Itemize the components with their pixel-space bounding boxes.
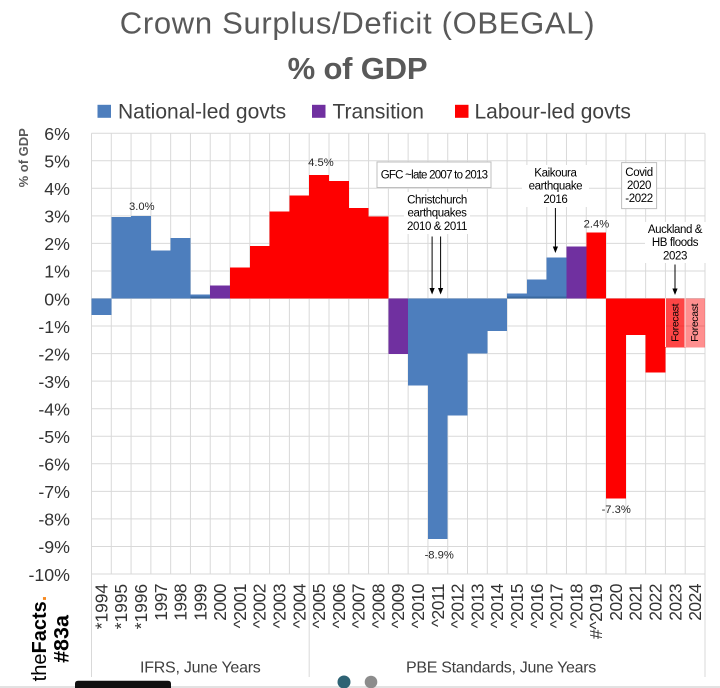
svg-text:#^2019: #^2019 — [586, 584, 606, 639]
svg-text:Forecast: Forecast — [669, 303, 681, 341]
svg-text:2020: 2020 — [606, 583, 626, 621]
svg-text:% of GDP: % of GDP — [288, 51, 428, 86]
svg-text:2021: 2021 — [626, 584, 646, 621]
svg-text:earthquake: earthquake — [529, 180, 583, 192]
svg-text:2022: 2022 — [646, 584, 666, 621]
svg-text:1%: 1% — [44, 262, 70, 282]
svg-text:^2006: ^2006 — [329, 584, 349, 628]
svg-text:Labour-led govts: Labour-led govts — [475, 100, 631, 123]
svg-text:-6%: -6% — [38, 455, 70, 475]
svg-text:-10%: -10% — [28, 565, 70, 585]
svg-text:^2018: ^2018 — [566, 584, 586, 628]
svg-text:1997: 1997 — [151, 584, 171, 621]
svg-text:4.5%: 4.5% — [308, 157, 334, 169]
svg-text:2023: 2023 — [663, 251, 687, 263]
svg-text:-8%: -8% — [38, 510, 70, 530]
svg-text:^2015: ^2015 — [507, 584, 527, 628]
svg-text:theFacts.: theFacts. — [29, 596, 51, 682]
svg-text:GFC ~late 2007 to 2013: GFC ~late 2007 to 2013 — [381, 170, 488, 182]
svg-text:earthquakes: earthquakes — [408, 208, 468, 220]
svg-text:Crown Surplus/Deficit (OBEGAL): Crown Surplus/Deficit (OBEGAL) — [120, 6, 596, 41]
svg-text:^2017: ^2017 — [547, 584, 567, 628]
svg-text:6%: 6% — [44, 124, 70, 144]
svg-text:^2014: ^2014 — [487, 583, 507, 628]
svg-text:^2008: ^2008 — [368, 584, 388, 628]
svg-text:2010 & 2011: 2010 & 2011 — [407, 221, 467, 233]
svg-text:0%: 0% — [44, 289, 70, 309]
svg-text:^2009: ^2009 — [388, 584, 408, 628]
svg-text:-2022: -2022 — [625, 193, 652, 205]
svg-text:5%: 5% — [44, 152, 70, 172]
svg-text:-8.9%: -8.9% — [425, 550, 454, 562]
svg-text:2024: 2024 — [685, 583, 705, 621]
svg-text:Auckland &: Auckland & — [648, 224, 703, 236]
svg-text:^2002: ^2002 — [250, 584, 270, 628]
svg-text:4%: 4% — [44, 179, 70, 199]
svg-text:2%: 2% — [44, 234, 70, 254]
svg-text:2023: 2023 — [665, 584, 685, 621]
svg-text:-7.3%: -7.3% — [602, 504, 631, 516]
svg-text:-5%: -5% — [38, 427, 70, 447]
svg-text:2016: 2016 — [543, 194, 567, 206]
svg-text:^2010: ^2010 — [408, 583, 428, 628]
svg-text:% of GDP: % of GDP — [16, 128, 31, 188]
svg-text:^2013: ^2013 — [467, 584, 487, 628]
svg-text:*1995: *1995 — [111, 584, 131, 629]
svg-text:^2016: ^2016 — [527, 584, 547, 628]
svg-text:PBE Standards, June Years: PBE Standards, June Years — [406, 660, 596, 677]
svg-text:IFRS, June Years: IFRS, June Years — [140, 660, 261, 677]
svg-text:HB floods: HB floods — [652, 237, 699, 249]
svg-text:-4%: -4% — [38, 399, 70, 419]
svg-text:^2005: ^2005 — [309, 584, 329, 628]
svg-text:-3%: -3% — [38, 372, 70, 392]
svg-text:2.4%: 2.4% — [584, 219, 610, 231]
svg-text:2020: 2020 — [627, 180, 651, 192]
svg-text:Covid: Covid — [625, 167, 652, 179]
svg-text:^2001: ^2001 — [230, 584, 250, 628]
svg-text:3%: 3% — [44, 207, 70, 227]
svg-text:-1%: -1% — [38, 317, 70, 337]
svg-text:-9%: -9% — [38, 537, 70, 557]
svg-text:*1994: *1994 — [91, 584, 111, 630]
svg-text:1998: 1998 — [171, 584, 191, 621]
svg-text:Forecast: Forecast — [689, 303, 701, 341]
svg-text:Kaikoura: Kaikoura — [534, 168, 577, 180]
svg-text:*1996: *1996 — [131, 584, 151, 629]
svg-text:-2%: -2% — [38, 344, 70, 364]
svg-text:^2007: ^2007 — [349, 584, 369, 628]
svg-text:^2004: ^2004 — [289, 583, 309, 628]
svg-text:2000: 2000 — [210, 583, 230, 621]
svg-text:Christchurch: Christchurch — [407, 194, 467, 206]
svg-text:^2011: ^2011 — [428, 584, 448, 627]
svg-text:3.0%: 3.0% — [129, 201, 155, 213]
svg-text:#83a: #83a — [50, 614, 74, 663]
svg-text:1999: 1999 — [190, 584, 210, 621]
svg-text:-7%: -7% — [38, 482, 70, 502]
svg-text:^2003: ^2003 — [270, 584, 290, 628]
svg-text:Transition: Transition — [333, 100, 424, 123]
svg-text:^2012: ^2012 — [448, 584, 468, 628]
svg-text:National-led govts: National-led govts — [118, 100, 286, 123]
